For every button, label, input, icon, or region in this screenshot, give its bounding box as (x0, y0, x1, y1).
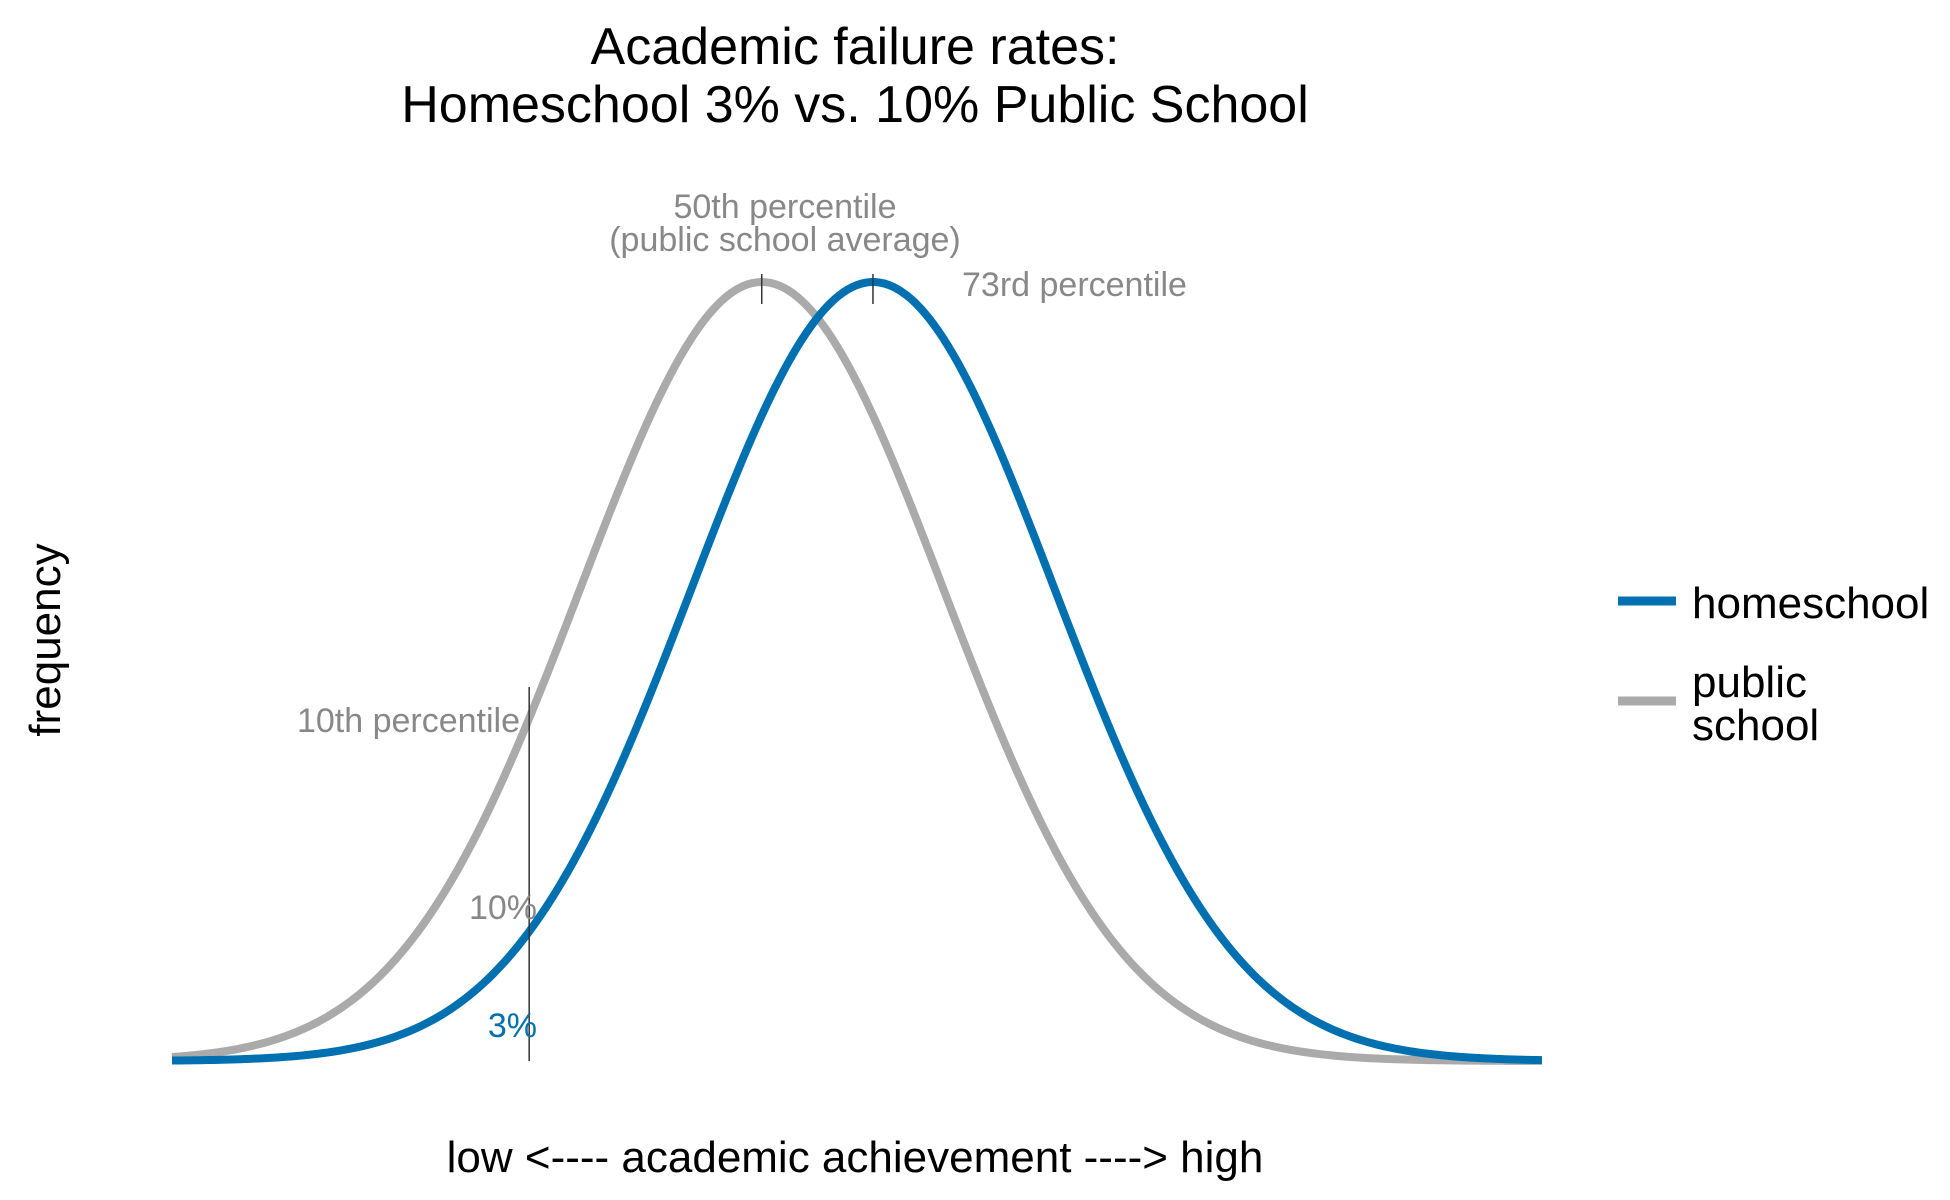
annotation-50th-line2: (public school average) (609, 221, 961, 259)
legend-label-homeschool: homeschool (1692, 579, 1929, 628)
x-axis-label: low <---- academic achievement ----> hig… (447, 1133, 1264, 1182)
curve-public-school (171, 277, 1542, 1065)
annotation-10th: 10th percentile (297, 702, 520, 740)
annotation-public-fail: 10% (469, 889, 537, 927)
chart-title-line1: Academic failure rates: (591, 18, 1120, 76)
annotation-50th-line1: 50th percentile (673, 188, 896, 226)
annotation-home-fail: 3% (488, 1007, 537, 1045)
annotation-73rd: 73rd percentile (962, 266, 1187, 304)
curve-homeschool (171, 278, 1543, 1065)
y-axis-label: frequency (21, 543, 70, 736)
legend-label-public-line1: public (1692, 658, 1807, 707)
curves (171, 277, 1543, 1065)
chart-title-line2: Homeschool 3% vs. 10% Public School (401, 76, 1309, 134)
legend-label-public-line2: school (1692, 701, 1819, 750)
